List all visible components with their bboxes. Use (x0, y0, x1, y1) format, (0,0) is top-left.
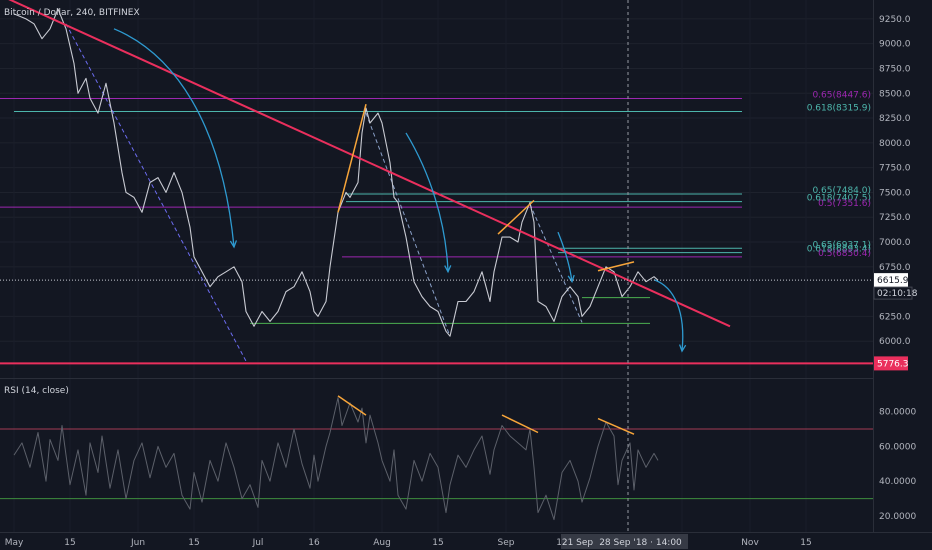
fib-level-label: 0.65(6937.1) (812, 240, 871, 250)
rsi-orange-marker (501, 414, 539, 434)
rsi-title: RSI (14, close) (4, 386, 69, 396)
chart-title: Bitcoin / Dollar, 240, BITFINEX (4, 8, 140, 18)
date-badge-1-text: 21 Sep (562, 538, 594, 548)
rsi-series (13, 397, 659, 521)
price-tick-label: 8000.0 (879, 139, 911, 149)
price-tick-label: 9250.0 (879, 15, 911, 25)
current-price-badge (874, 273, 908, 288)
fib-level-label: 0.65(8447.6) (812, 90, 871, 100)
blue-arrow-head (567, 274, 575, 284)
blue-arrow-head (229, 240, 238, 249)
date-badge-2: 28 Sep '18 · 14:00 (593, 534, 688, 549)
time-axis[interactable]: May15Jun15Jul16Aug15Sep1515Nov15 21 Sep … (0, 532, 932, 550)
countdown-label: 02:10:18 (877, 289, 918, 299)
support-price-label: 5776.3 (877, 359, 909, 369)
price-tick-label: 7000.0 (879, 238, 911, 248)
dashed-projection-lines (65, 23, 583, 362)
rsi-orange-marker (337, 395, 367, 416)
price-series (13, 8, 659, 337)
time-tick-label: 15 (64, 538, 75, 548)
blue-arrow-path (113, 28, 235, 248)
blue-arrow-path (405, 132, 449, 272)
downtrend-line-stroke[interactable] (2, 0, 731, 328)
rsi-line (13, 397, 659, 521)
dashed-projection (529, 204, 583, 323)
price-tick-label: 6000.0 (879, 337, 911, 347)
time-tick-label: 16 (308, 538, 320, 548)
rsi-orange-markers (337, 395, 635, 435)
current-price-label: 6615.9 (877, 276, 909, 286)
price-tick-label: 7750.0 (879, 164, 911, 174)
orange-marker (497, 199, 535, 235)
time-tick-label: 15 (188, 538, 199, 548)
price-pane[interactable]: 0.65(8447.6)0.618(8315.9)0.65(7484.0)0.6… (0, 0, 873, 532)
time-tick-label: Aug (373, 538, 391, 548)
dashed-projection (365, 112, 451, 337)
price-axis-ticks: 9250.0 9000.0 8750.0 8500.0 8250.0 8000.0 7750… (879, 15, 911, 347)
fib-level-label: 0.65(7484.0) (812, 186, 871, 196)
support-price-badge (874, 356, 908, 371)
price-axis-badges: 5776.3 6615.9 02:10:18 (873, 273, 918, 371)
fib-level-label: 0.5(7351.6) (818, 199, 871, 209)
blue-arrow-head (444, 265, 452, 274)
rsi-levels (0, 428, 873, 500)
time-tick-label: May (5, 538, 24, 548)
date-badge-2-text: 28 Sep '18 · 14:00 (599, 538, 682, 548)
price-tick-label: 7500.0 (879, 188, 911, 198)
price-tick-label: 6250.0 (879, 312, 911, 322)
fib-level-label: 0.618(7407.5) (807, 194, 871, 204)
price-tick-label: 6750.0 (879, 263, 911, 273)
blue-arrow-path (557, 231, 573, 282)
fib-level-label: 0.618(6893.4) (807, 245, 871, 255)
blue-arrow-path (653, 279, 684, 352)
dashed-projection (65, 23, 247, 362)
rsi-tick-label: 40.0000 (879, 477, 916, 487)
fib-level-label: 0.5(6850.4) (818, 249, 871, 259)
fib-level-label: 0.618(8315.9) (807, 104, 871, 114)
downtrend-line[interactable] (2, 0, 731, 328)
rsi-tick-label: 60.0000 (879, 442, 916, 452)
blue-arrows (113, 28, 687, 353)
price-grid (0, 18, 873, 342)
price-line (13, 8, 659, 337)
time-tick-label: Nov (741, 538, 759, 548)
blue-arrow-head (678, 344, 687, 353)
time-tick-label: 15 (800, 538, 811, 548)
price-tick-label: 8250.0 (879, 114, 911, 124)
price-axis[interactable]: 9250.0 9000.0 8750.0 8500.0 8250.0 8000.0 7750… (873, 0, 918, 532)
rsi-tick-label: 80.0000 (879, 408, 916, 418)
fib-levels: 0.65(8447.6)0.618(8315.9)0.65(7484.0)0.6… (0, 90, 871, 259)
date-badge-1: 21 Sep (561, 534, 594, 549)
time-tick-label: Jun (130, 538, 145, 548)
rsi-axis-ticks: 80.0000 60.0000 40.0000 20.0000 (879, 408, 916, 522)
price-tick-label: 8500.0 (879, 89, 911, 99)
orange-marker (597, 261, 635, 272)
time-tick-label: 15 (432, 538, 443, 548)
rsi-pane[interactable]: RSI (14, close) (0, 386, 873, 521)
time-axis-ticks: May15Jun15Jul16Aug15Sep1515Nov15 (5, 538, 812, 548)
rsi-tick-label: 20.0000 (879, 512, 916, 522)
time-tick-label: Jul (252, 538, 264, 548)
orange-marker (337, 103, 367, 213)
price-tick-label: 9000.0 (879, 40, 911, 50)
orange-markers (337, 103, 635, 272)
price-tick-label: 7250.0 (879, 213, 911, 223)
rsi-orange-marker (597, 417, 635, 435)
countdown-badge (873, 286, 913, 300)
time-tick-label: Sep (498, 538, 515, 548)
price-tick-label: 8750.0 (879, 64, 911, 74)
